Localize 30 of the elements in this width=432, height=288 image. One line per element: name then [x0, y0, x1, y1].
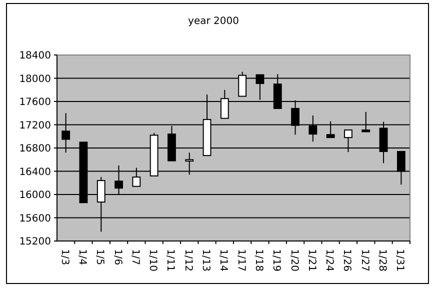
x-tick-label: 1/10 — [147, 249, 158, 272]
y-tick-label: 17200 — [19, 120, 51, 132]
y-tick-label: 17600 — [19, 97, 51, 108]
x-tick-label: 1/3 — [58, 249, 70, 266]
x-tick-label: 1/31 — [394, 249, 406, 272]
x-tick-label: 1/14 — [218, 249, 229, 272]
chart-title: year 2000 — [188, 16, 239, 27]
x-tick-label: 1/17 — [235, 249, 246, 272]
x-tick-label: 1/5 — [94, 249, 106, 266]
x-tick-label: 1/19 — [270, 249, 282, 272]
x-tick-label: 1/27 — [358, 249, 370, 272]
x-tick-label: 1/4 — [76, 249, 88, 266]
x-tick-label: 1/18 — [252, 249, 264, 272]
y-tick-label: 16400 — [19, 166, 51, 178]
x-tick-label: 1/24 — [324, 249, 335, 272]
y-tick-label: 16800 — [19, 144, 51, 154]
x-tick-label: 1/7 — [129, 249, 140, 266]
y-tick-label: 16000 — [19, 190, 51, 201]
x-tick-label: 1/26 — [341, 249, 352, 272]
x-tick-label: 1/11 — [164, 249, 176, 272]
x-tick-label: 1/13 — [200, 249, 212, 272]
x-tick-label: 1/21 — [306, 249, 317, 272]
y-tick-label: 15200 — [19, 236, 51, 248]
x-tick-label: 1/28 — [376, 249, 388, 272]
x-tick-label: 1/20 — [288, 249, 300, 272]
y-tick-label: 15600 — [19, 213, 51, 224]
y-tick-label: 18400 — [19, 50, 51, 62]
x-tick-label: 1/6 — [112, 249, 123, 266]
x-tick-label: 1/12 — [182, 249, 194, 272]
y-tick-label: 18000 — [19, 74, 51, 85]
